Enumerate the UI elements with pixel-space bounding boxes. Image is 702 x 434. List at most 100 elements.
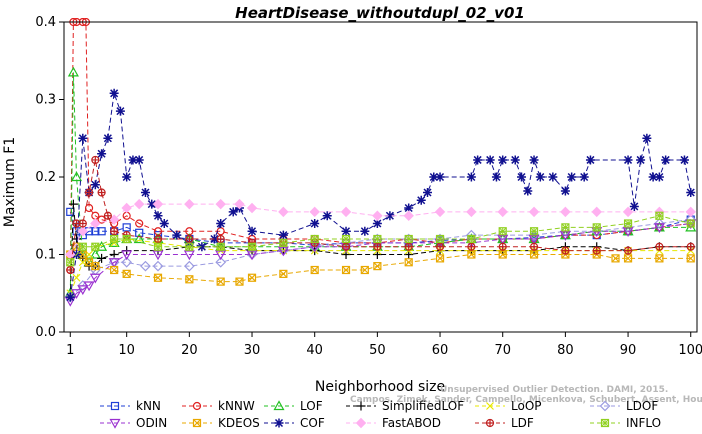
plot-frame — [63, 21, 698, 333]
legend-label-simplifiedlof: SimplifiedLOF — [382, 399, 464, 413]
point-fastabod-5 — [134, 198, 145, 210]
x-tick-label-1: 1 — [66, 343, 74, 358]
point-inflo-15 — [467, 234, 476, 244]
point-inflo-18 — [561, 223, 570, 232]
point-ldf-20 — [498, 242, 507, 251]
point-ldof-8 — [215, 256, 227, 268]
point-ldf-18 — [435, 242, 445, 251]
point-fastabod-2 — [90, 218, 101, 229]
point-kdeos-7 — [153, 273, 163, 282]
point-knn-5 — [97, 227, 106, 236]
point-fastabod-22 — [622, 206, 634, 218]
legend: kNN kNNW LOF SimplifiedLOF LoOP LDOF ODIN KDEOS… — [100, 399, 661, 430]
point-simplifiedlof-17 — [404, 250, 414, 259]
point-cof-49 — [579, 172, 589, 182]
legend-marker-knn — [110, 401, 120, 411]
point-cof-52 — [629, 201, 639, 211]
legend-item-knnw: kNNW — [182, 399, 255, 413]
point-cof-30 — [385, 211, 395, 221]
legend-label-kdeos: KDEOS — [218, 416, 260, 430]
y-axis-label: Maximum F1 — [2, 137, 18, 227]
point-cof-10 — [128, 155, 138, 165]
point-kdeos-6 — [122, 269, 131, 278]
point-inflo-17 — [529, 227, 539, 236]
point-odin-18 — [497, 234, 509, 245]
x-tick-label-60: 60 — [432, 343, 449, 358]
axes: 1 10 20 30 40 50 60 70 80 90 100 0.0 0.1 0.2 0.3 0.4 — [35, 15, 702, 358]
point-inflo-10 — [310, 234, 319, 244]
point-kdeos-19 — [467, 250, 476, 259]
point-ldf-3 — [84, 188, 94, 197]
point-inflo-3 — [110, 234, 119, 244]
point-ldf-5 — [97, 188, 106, 197]
point-odin-11 — [277, 246, 289, 257]
point-odin-23 — [653, 223, 665, 234]
legend-marker-lof — [273, 400, 285, 411]
legend-label-loop: LoOP — [511, 399, 542, 413]
point-inflo-1 — [78, 242, 87, 251]
point-cof-28 — [360, 226, 370, 236]
point-cof-44 — [529, 155, 539, 165]
point-cof-7 — [109, 88, 119, 98]
point-ldf-25 — [655, 242, 664, 251]
point-inflo-14 — [435, 234, 445, 244]
legend-label-ldf: LDF — [511, 416, 534, 430]
point-cof-35 — [435, 172, 445, 182]
series-line-knnw — [69, 21, 691, 271]
point-fastabod-16 — [434, 206, 446, 218]
point-cof-25 — [310, 219, 320, 228]
point-cof-42 — [517, 172, 527, 182]
point-cof-15 — [159, 219, 169, 228]
point-inflo-16 — [498, 227, 507, 236]
point-kdeos-10 — [235, 277, 244, 286]
legend-marker-ldof — [599, 400, 611, 412]
point-cof-27 — [341, 226, 351, 236]
series-line-lof — [69, 72, 691, 294]
point-fastabod-1 — [77, 226, 89, 237]
point-kdeos-20 — [498, 250, 507, 259]
point-ldf-17 — [404, 242, 413, 251]
legend-label-fastabod: FastABOD — [382, 416, 441, 430]
chart-title: HeartDisease_withoutdupl_02_v01 — [235, 4, 525, 22]
legend-marker-fastabod — [355, 417, 367, 429]
y-tick-label-2: 0.2 — [35, 170, 56, 185]
series-inflo — [66, 211, 695, 267]
series-line-cof — [69, 93, 692, 298]
point-knnw-10 — [135, 219, 144, 228]
point-cof-36 — [466, 172, 476, 182]
legend-item-ldf: LDF — [475, 416, 534, 430]
point-fastabod-4 — [121, 202, 132, 214]
point-kdeos-25 — [623, 254, 633, 263]
point-odin-3 — [83, 281, 95, 292]
point-odin-22 — [622, 227, 634, 237]
point-ldf-2 — [78, 219, 87, 228]
point-ldf-4 — [91, 155, 100, 165]
legend-label-inflo: INFLO — [626, 416, 661, 430]
point-cof-54 — [642, 133, 652, 143]
x-tick-label-90: 90 — [620, 343, 637, 358]
legend-marker-kdeos — [192, 418, 202, 428]
point-kdeos-12 — [279, 269, 288, 278]
point-cof-51 — [623, 155, 633, 165]
legend-marker-loop — [486, 402, 494, 410]
legend-item-kdeos: KDEOS — [182, 416, 260, 430]
point-odin-9 — [215, 250, 227, 261]
watermark-line-2: Unsupervised Outlier Detection. DAMI, 20… — [440, 385, 668, 395]
point-inflo-2 — [91, 242, 100, 251]
point-fastabod-7 — [184, 198, 195, 210]
point-inflo-6 — [185, 242, 194, 251]
point-odin-1 — [71, 289, 83, 299]
point-fastabod-21 — [591, 206, 602, 218]
point-cof-24 — [278, 230, 288, 240]
point-fastabod-15 — [403, 210, 414, 221]
x-tick-label-40: 40 — [306, 343, 323, 358]
point-ldof-7 — [183, 260, 195, 272]
point-odin-19 — [528, 234, 540, 245]
series-kdeos — [66, 242, 695, 286]
point-ldf-6 — [103, 211, 112, 220]
legend-label-cof: COF — [300, 416, 325, 430]
series-line-kdeos — [69, 246, 691, 283]
x-tick-label-30: 30 — [244, 343, 261, 358]
point-fastabod-19 — [528, 206, 540, 218]
